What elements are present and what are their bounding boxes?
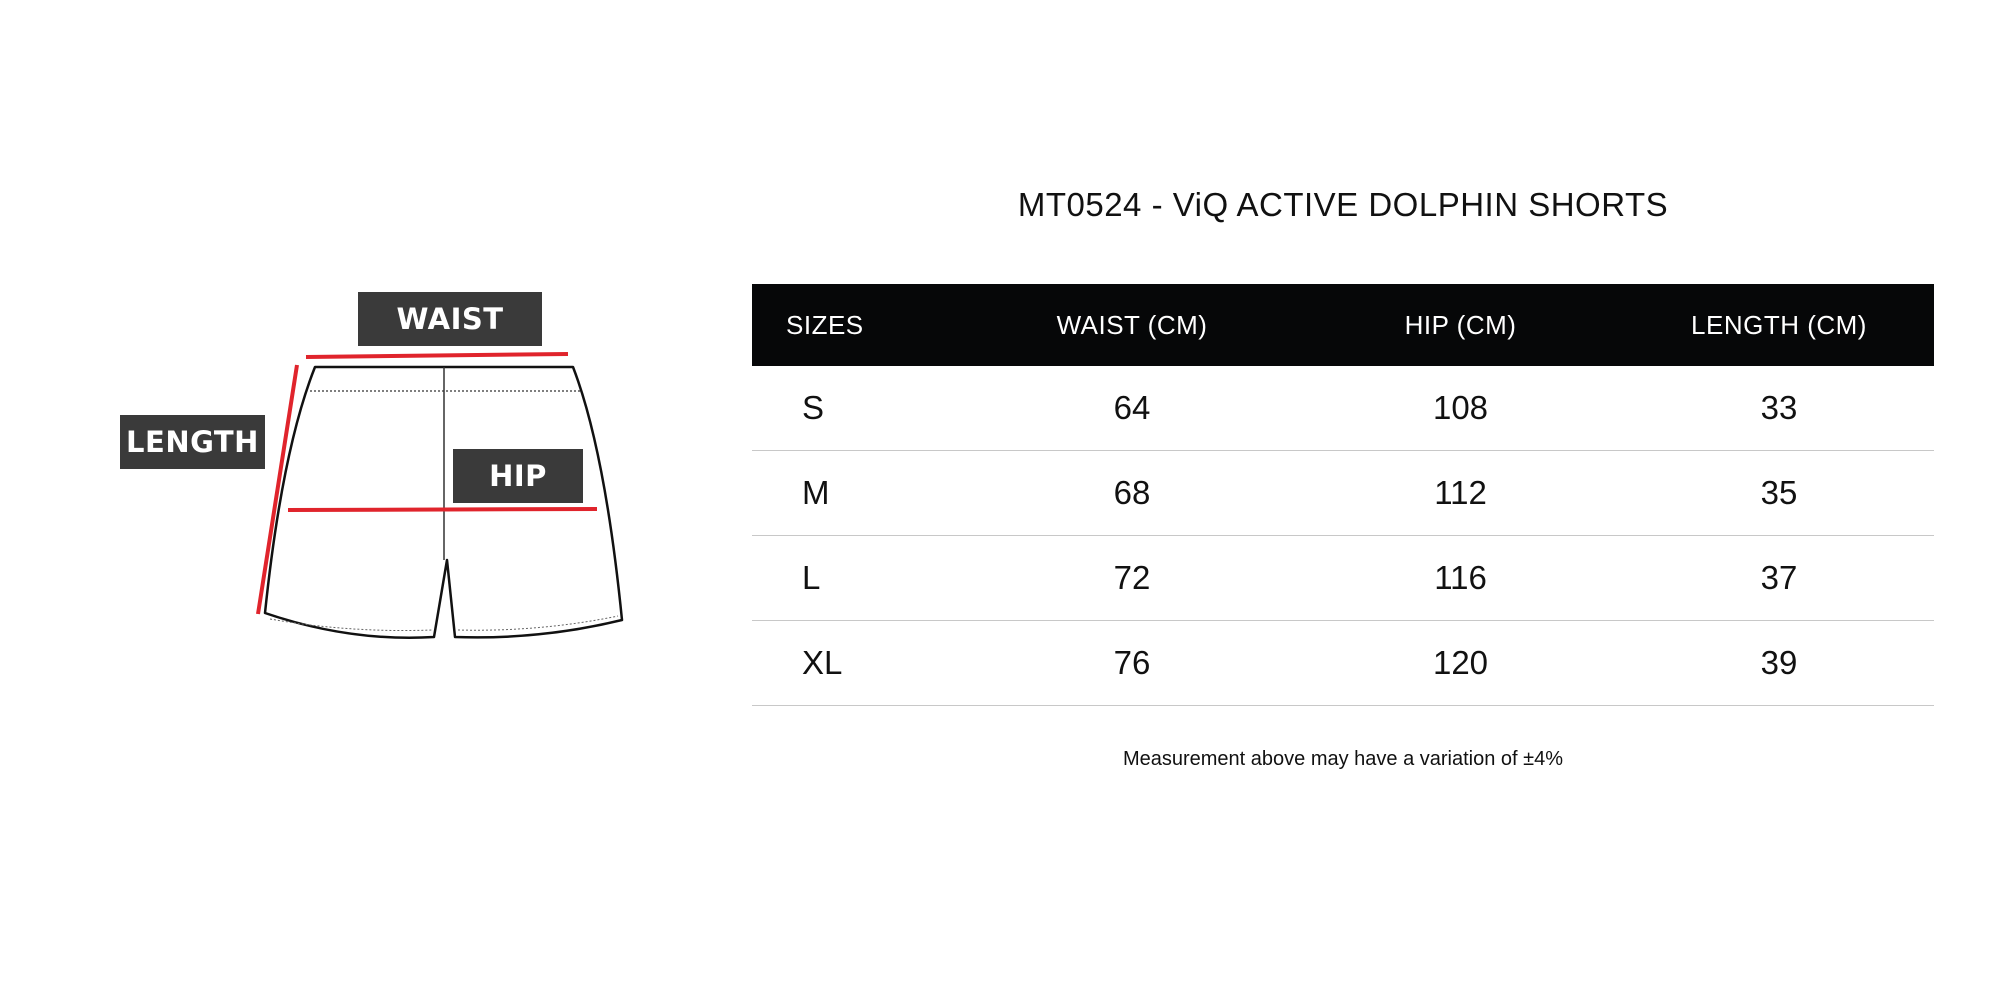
header-sizes: SIZES — [752, 284, 967, 366]
shorts-outline — [256, 352, 624, 639]
hip-cell: 116 — [1297, 535, 1624, 621]
hip-label: HIP — [453, 449, 583, 503]
header-length: LENGTH (CM) — [1624, 284, 1934, 366]
shorts-measurement-diagram: WAIST LENGTH HIP — [0, 0, 720, 1000]
product-title: MT0524 - ViQ ACTIVE DOLPHIN SHORTS — [1017, 186, 1669, 223]
hip-measure-line — [287, 507, 598, 512]
measurement-note: Measurement above may have a variation o… — [1122, 748, 1564, 770]
waist-cell: 64 — [967, 366, 1297, 451]
hem-stitch-left — [269, 618, 433, 632]
length-measure-line — [256, 364, 299, 615]
length-cell: 33 — [1624, 366, 1934, 451]
size-chart-table: SIZES WAIST (CM) HIP (CM) LENGTH (CM) S … — [752, 284, 1934, 706]
waist-cell: 68 — [967, 450, 1297, 536]
length-cell: 37 — [1624, 535, 1934, 621]
waist-cell: 72 — [967, 535, 1297, 621]
hem-stitch-right — [457, 615, 619, 631]
header-hip: HIP (CM) — [1297, 284, 1624, 366]
hip-cell: 112 — [1297, 450, 1624, 536]
table-row: S 64 108 33 — [752, 366, 1934, 451]
length-label: LENGTH — [120, 415, 265, 469]
waist-measure-line — [305, 352, 569, 359]
table-row: M 68 112 35 — [752, 450, 1934, 536]
size-cell: M — [752, 450, 967, 536]
length-cell: 39 — [1624, 620, 1934, 706]
hip-cell: 108 — [1297, 366, 1624, 451]
header-waist: WAIST (CM) — [967, 284, 1297, 366]
waist-label: WAIST — [358, 292, 542, 346]
table-row: XL 76 120 39 — [752, 620, 1934, 706]
table-header-row: SIZES WAIST (CM) HIP (CM) LENGTH (CM) — [752, 284, 1934, 366]
waist-cell: 76 — [967, 620, 1297, 706]
table-row: L 72 116 37 — [752, 535, 1934, 621]
size-cell: S — [752, 366, 967, 451]
hip-cell: 120 — [1297, 620, 1624, 706]
size-cell: L — [752, 535, 967, 621]
length-cell: 35 — [1624, 450, 1934, 536]
size-cell: XL — [752, 620, 967, 706]
